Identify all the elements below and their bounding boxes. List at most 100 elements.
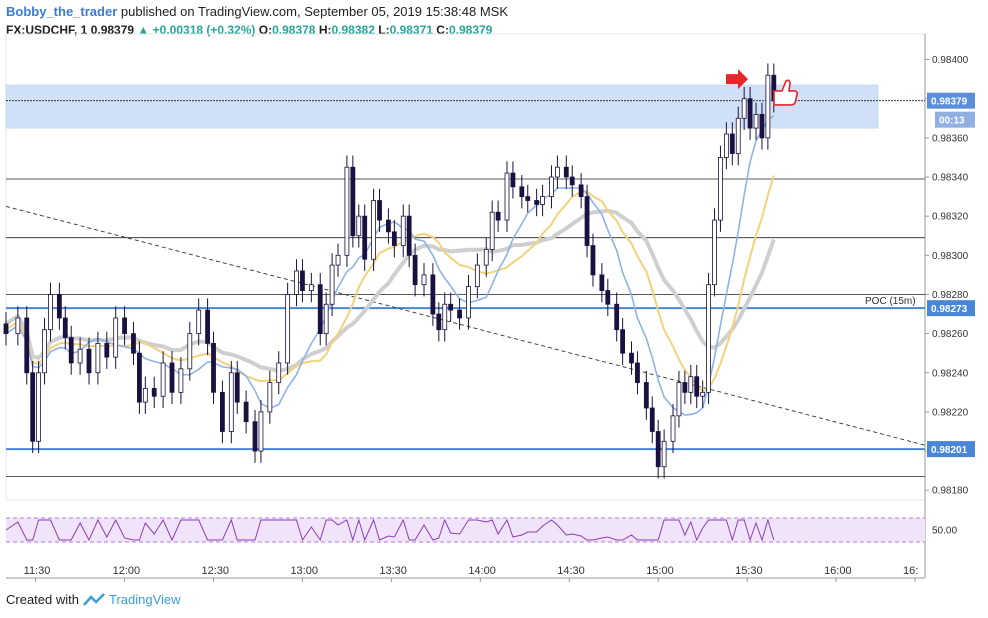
y-tick-label: 0.98400 <box>932 55 969 66</box>
candle-body <box>700 391 706 397</box>
candle-body <box>122 317 127 335</box>
y-tick-label: 0.98360 <box>932 133 969 144</box>
footer: Created with TradingView <box>6 592 181 607</box>
candle-body <box>421 274 427 286</box>
candle-body <box>95 343 101 374</box>
candle-body <box>48 294 53 331</box>
candle-body <box>412 254 418 286</box>
candle-body <box>670 415 676 442</box>
candle-body <box>718 157 723 221</box>
poc-text: POC (15m) <box>865 296 916 307</box>
x-tick-label: 16: <box>903 565 918 577</box>
candle-body <box>77 348 83 364</box>
y-tick-label: 0.98300 <box>932 251 969 262</box>
candle-body <box>474 264 480 288</box>
up-arrow-icon: ▲ <box>137 23 150 37</box>
candle-body <box>629 352 634 364</box>
tradingview-link[interactable]: TradingView <box>108 592 181 607</box>
candle-body <box>765 74 771 139</box>
publish-line: Bobby_the_trader published on TradingVie… <box>6 3 706 21</box>
current-price-label-bg <box>927 92 975 109</box>
candle-body <box>350 166 356 237</box>
candle-body <box>599 274 605 291</box>
candle-body <box>643 382 649 409</box>
candle-body <box>682 382 688 393</box>
candle-body <box>706 284 711 393</box>
candle-body <box>335 254 341 266</box>
candle-body <box>267 382 273 413</box>
red-arrow-icon <box>726 69 748 90</box>
candle-body <box>729 133 735 154</box>
candle-body <box>540 196 545 205</box>
candle-body <box>466 286 471 319</box>
created-with-text: Created with <box>6 592 79 607</box>
candle-body <box>563 166 569 178</box>
candle-body <box>317 284 323 335</box>
candle-body <box>584 196 590 246</box>
candle-body <box>344 166 350 256</box>
support-price-label-bg <box>927 441 975 458</box>
candle-body <box>285 294 291 364</box>
rsi-band <box>6 518 925 542</box>
candle-body <box>759 113 765 139</box>
x-tick-label: 12:30 <box>202 565 230 577</box>
candle-body <box>534 200 540 205</box>
tradingview-logo-icon <box>83 592 105 606</box>
candle-body <box>252 421 258 452</box>
y-tick-label: 0.98180 <box>932 486 969 497</box>
poc-price-label-bg <box>927 300 975 317</box>
candle-body <box>753 113 759 129</box>
x-tick-label: 13:30 <box>379 565 407 577</box>
candle-body <box>406 215 412 256</box>
x-tick-label: 15:30 <box>735 565 763 577</box>
candle-body <box>258 411 264 452</box>
candle-body <box>495 211 501 221</box>
candle-body <box>362 215 368 260</box>
candle-body <box>62 317 68 338</box>
candle-body <box>510 172 516 188</box>
current-price-label: 0.98379 <box>931 97 968 108</box>
y-tick-label: 0.98220 <box>932 407 969 418</box>
y-tick-label: 0.98340 <box>932 173 969 184</box>
candle-body <box>294 270 299 295</box>
y-tick-label: 0.98280 <box>932 290 969 301</box>
candle-body <box>187 333 193 370</box>
candle-body <box>442 303 448 331</box>
y-tick-label: 0.98260 <box>932 329 969 340</box>
candle-body <box>525 196 531 201</box>
rsi-value-label: 50.00 <box>932 526 957 537</box>
low-label: L: <box>378 23 390 37</box>
candle-body <box>137 352 142 403</box>
candle-body <box>688 376 694 393</box>
y-tick-label: 0.98320 <box>932 212 969 223</box>
candle-body <box>377 200 382 221</box>
rsi-line <box>5 518 775 542</box>
candle-body <box>386 219 391 233</box>
candle-body <box>151 388 157 397</box>
candle-body <box>24 317 30 374</box>
candle-body <box>400 215 406 246</box>
candle-body <box>42 329 47 374</box>
support-price-label: 0.98201 <box>931 445 968 456</box>
author-link[interactable]: Bobby_the_trader <box>6 4 118 19</box>
candle-body <box>504 172 510 221</box>
candle-body <box>142 388 148 403</box>
candle-body <box>196 309 202 335</box>
candle-body <box>329 264 335 305</box>
countdown-label: 00:13 <box>939 116 965 127</box>
candle-body <box>519 186 525 197</box>
published-text: published on TradingView.com, September … <box>120 4 508 19</box>
x-tick-label: 11:30 <box>24 565 51 577</box>
x-tick-label: 16:00 <box>824 565 852 577</box>
poc-price-label: 0.98273 <box>931 304 968 315</box>
candle-body <box>712 219 717 286</box>
candle-body <box>86 348 92 374</box>
y-tick-label: 0.98240 <box>932 368 969 379</box>
candle-body <box>113 317 119 358</box>
candle-body <box>649 407 655 432</box>
candle-body <box>614 303 620 331</box>
candle-body <box>205 309 210 344</box>
candle-body <box>620 329 626 354</box>
candle-body <box>723 133 729 158</box>
